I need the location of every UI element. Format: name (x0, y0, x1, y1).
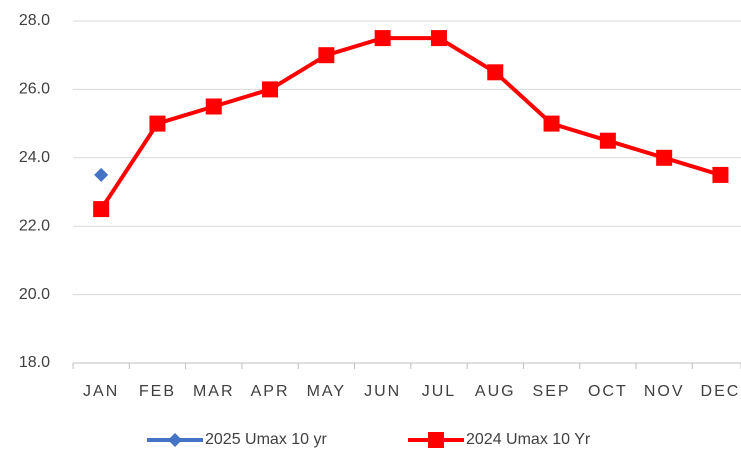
y-tick-label: 18.0 (19, 354, 50, 371)
x-tick-label: MAY (307, 383, 346, 400)
y-tick-label: 28.0 (19, 12, 50, 29)
x-tick-label: AUG (475, 383, 516, 400)
data-point (599, 132, 616, 149)
data-point (430, 30, 447, 47)
series-line (99, 36, 722, 211)
x-tick-label: JAN (83, 383, 119, 400)
data-point (93, 201, 110, 218)
data-point (149, 115, 166, 132)
data-point (712, 166, 729, 183)
data-point (318, 47, 335, 64)
x-tick-label: DEC (701, 383, 741, 400)
data-point (487, 64, 504, 81)
data-point (94, 167, 109, 182)
data-point (374, 30, 391, 47)
legend-marker (168, 433, 182, 447)
x-tick-label: APR (251, 383, 290, 400)
x-tick-label: JUL (422, 383, 456, 400)
data-point (205, 98, 222, 115)
x-tick-label: FEB (139, 383, 176, 400)
legend-label: 2024 Umax 10 Yr (466, 431, 591, 448)
data-point (262, 81, 279, 98)
y-tick-label: 26.0 (19, 81, 50, 98)
legend-marker (428, 432, 444, 448)
x-tick-label: MAR (193, 383, 235, 400)
legend-label: 2025 Umax 10 yr (205, 431, 328, 448)
x-tick-label: NOV (644, 383, 685, 400)
y-tick-label: 22.0 (19, 217, 50, 234)
y-tick-label: 20.0 (19, 286, 50, 303)
x-tick-label: JUN (364, 383, 401, 400)
x-tick-label: SEP (533, 383, 571, 400)
data-point (543, 115, 560, 132)
data-point (656, 149, 673, 166)
x-tick-label: OCT (588, 383, 628, 400)
y-tick-label: 24.0 (19, 149, 50, 166)
